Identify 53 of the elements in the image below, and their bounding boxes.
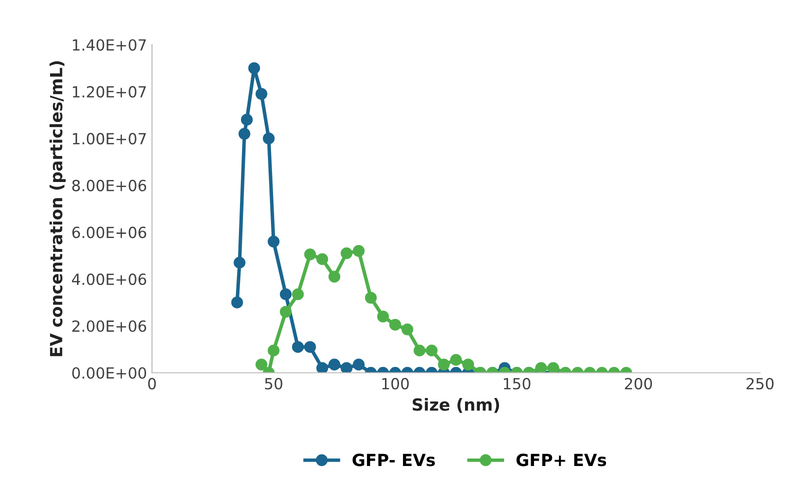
y-tick-label: 1.00E+07	[72, 132, 146, 144]
point	[256, 358, 268, 370]
point	[238, 128, 250, 140]
point	[256, 88, 268, 100]
point	[328, 358, 340, 370]
y-tick-label: 0.00E+00	[72, 367, 146, 379]
point	[234, 256, 246, 269]
point	[268, 344, 280, 356]
x-tick-label: 50	[265, 378, 282, 390]
point	[231, 296, 244, 308]
y-tick-label: 6.00E+06	[72, 226, 146, 238]
point	[280, 288, 292, 300]
point	[389, 318, 402, 331]
point	[340, 362, 352, 373]
point	[304, 248, 316, 260]
point	[377, 310, 389, 322]
point	[316, 362, 328, 373]
y-tick-label: 1.40E+07	[72, 39, 146, 51]
point	[352, 245, 365, 257]
y-tick-label: 1.20E+07	[72, 86, 146, 98]
legend-label: GFP+ EVs	[516, 454, 606, 466]
point	[340, 247, 352, 260]
y-tick-label: 8.00E+06	[72, 180, 146, 192]
point	[262, 132, 275, 144]
point	[352, 358, 365, 370]
y-tick-label: 4.00E+06	[72, 273, 146, 286]
x-axis-title: Size (nm)	[412, 398, 500, 413]
y-axis-title: EV concentration (particles/mL)	[50, 61, 66, 356]
point	[292, 341, 304, 353]
point	[304, 341, 316, 353]
point	[535, 362, 548, 373]
y-tick-label: 2.00E+06	[72, 320, 146, 332]
point	[316, 253, 328, 266]
point	[401, 324, 414, 336]
x-tick-label: 200	[624, 378, 652, 390]
point	[240, 114, 253, 126]
point	[426, 344, 438, 356]
point	[462, 358, 474, 370]
point	[268, 236, 280, 248]
x-tick-label: 150	[504, 378, 530, 390]
point	[364, 292, 377, 304]
point	[248, 62, 260, 74]
point	[414, 344, 426, 356]
point	[328, 270, 340, 283]
point	[547, 362, 560, 373]
x-tick-label: 100	[382, 378, 409, 390]
point	[438, 358, 450, 370]
x-tick-label: 250	[746, 378, 774, 390]
point	[292, 288, 304, 300]
point	[280, 306, 292, 318]
x-tick-label: 0	[148, 378, 156, 390]
legend-label: GFP- EVs	[352, 454, 435, 466]
point	[450, 354, 462, 366]
